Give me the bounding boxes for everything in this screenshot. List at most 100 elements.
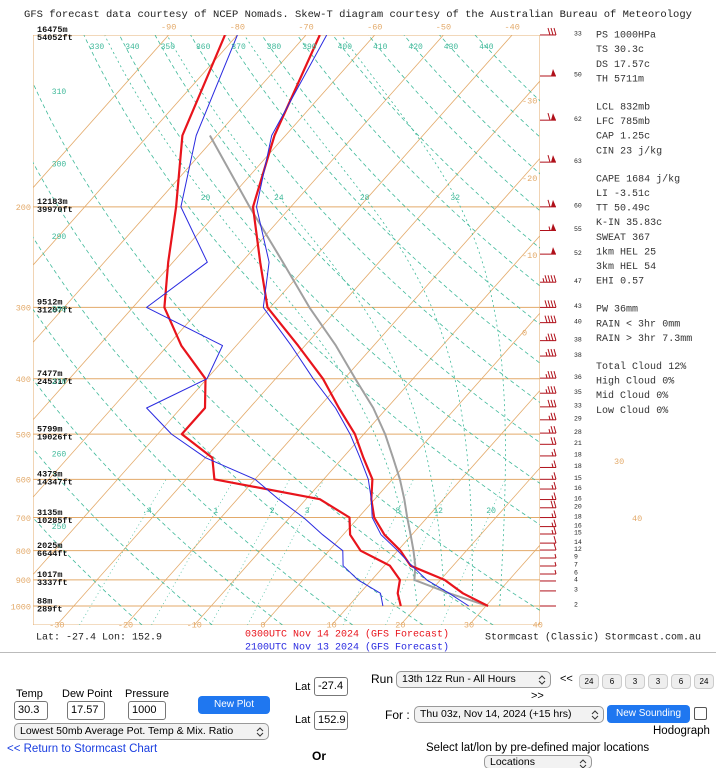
wind-speed-label: 9 [574, 554, 578, 561]
barb-half [554, 569, 557, 575]
pressure-label: 500 [16, 430, 31, 440]
wind-barb [540, 437, 557, 445]
method-select[interactable]: Lowest 50mb Average Pot. Temp & Mix. Rat… [14, 723, 269, 740]
barb-feather [547, 399, 551, 408]
theta-label: 310 [52, 88, 67, 97]
step-button[interactable]: 24 [579, 674, 599, 689]
height-ft: 14347ft [37, 478, 73, 488]
wind-barb [540, 386, 557, 394]
pressure-input[interactable]: 1000 [128, 701, 166, 720]
theta-label: 270 [52, 378, 67, 387]
wind-speed-label: 2 [574, 602, 578, 609]
mixing-ratio-label: 3 [305, 507, 310, 516]
index-value: 23 j/kg [620, 145, 662, 157]
pressure-label: 300 [16, 304, 31, 314]
wind-speed-label: 29 [574, 416, 582, 423]
step-button[interactable]: 3 [625, 674, 645, 689]
index-value: 832mb [620, 102, 650, 114]
index-label: 1km HEL [596, 246, 638, 258]
wind-speed-label: 6 [574, 570, 578, 577]
step-button[interactable]: 24 [694, 674, 714, 689]
wind-barb [540, 199, 556, 208]
wind-speed-label: 38 [574, 336, 582, 343]
barb-feather [553, 460, 557, 468]
lon-input[interactable]: 152.9 [314, 711, 348, 730]
return-link[interactable]: << Return to Stormcast Chart [7, 743, 158, 755]
index-label: K-IN [596, 218, 620, 229]
isotherm [400, 467, 540, 625]
mixing-ratio-line [79, 479, 167, 625]
new-sounding-button[interactable]: New Sounding [607, 705, 690, 723]
locations-select[interactable]: Locations [484, 755, 592, 768]
for-select[interactable]: Thu 03z, Nov 14, 2024 (+15 hrs) [414, 706, 604, 723]
moist-adiabat [244, 35, 473, 607]
barb-feather [553, 275, 557, 283]
mixing-ratio-label: .4 [142, 507, 152, 516]
barb-half [542, 278, 545, 283]
hodograph-checkbox[interactable] [694, 707, 707, 720]
dry-adiabat [33, 236, 424, 625]
parcel-curve [209, 135, 489, 607]
wind-speed-label: 33 [574, 31, 582, 38]
temp-label-right: -20 [522, 174, 537, 184]
index-value: 1684 j/kg [626, 173, 680, 185]
separator [0, 652, 716, 653]
temp-label-right: -10 [522, 251, 537, 261]
pressure-label: 200 [16, 203, 31, 213]
credit: Stormcast (Classic) Stormcast.com.au [485, 632, 701, 644]
wind-barb [540, 27, 557, 36]
locations-prompt: Select lat/lon by pre-defined major loca… [426, 742, 650, 754]
run-select[interactable]: 13th 12z Run - All Hours Available [396, 671, 551, 688]
temp-input[interactable]: 30.3 [14, 701, 48, 720]
dew-input[interactable]: 17.57 [67, 701, 105, 720]
temp-label-top: -80 [230, 22, 245, 32]
moist-adiabat [166, 35, 446, 607]
isotherm [33, 35, 513, 576]
index-value: 54 [644, 262, 656, 273]
barb-feather [547, 315, 551, 323]
barb-feather [553, 27, 557, 36]
theta-label: 340 [125, 43, 140, 52]
barb-feather [553, 526, 557, 535]
barb-half [545, 374, 548, 379]
wind-speed-label: 52 [574, 250, 582, 257]
theta-label: 360 [196, 43, 211, 52]
locations-text: Locations [490, 756, 535, 768]
temp-label-bottom: 30 [464, 620, 474, 630]
pressure-label: 600 [16, 476, 31, 486]
step-button[interactable]: 3 [648, 674, 668, 689]
height-ft: 19026ft [37, 432, 73, 442]
dry-adiabat [33, 448, 213, 625]
wind-speed-label: 12 [574, 546, 582, 553]
wind-speed-label: 40 [574, 318, 582, 325]
index-value: 7.3mm [662, 334, 692, 345]
barb-feather [550, 399, 554, 408]
mixing-ratio-line [210, 479, 290, 625]
wind-speed-label: 63 [574, 158, 582, 165]
step-button[interactable]: 6 [602, 674, 622, 689]
hodograph-label: Hodograph [653, 725, 710, 737]
barb-feather [550, 315, 554, 323]
temp-label-bottom: 40 [533, 620, 543, 630]
index-value: 35.83c [626, 218, 662, 229]
run-label: Run [371, 672, 394, 686]
lat-input[interactable]: -27.4 [314, 677, 348, 696]
wind-speed-label: 4 [574, 577, 578, 584]
wind-speed-label: 16 [574, 485, 582, 492]
index-value: 0% [656, 391, 668, 402]
wind-speed-label: 55 [574, 226, 582, 233]
forward-link[interactable]: >> [531, 690, 544, 702]
wind-speed-label: 33 [574, 403, 582, 410]
wind-speed-label: 28 [574, 429, 582, 436]
wind-barb [540, 460, 557, 468]
back-link[interactable]: << [560, 673, 573, 685]
new-plot-button[interactable]: New Plot [198, 696, 270, 714]
index-label: PW [596, 305, 608, 316]
run-text: 13th 12z Run - All Hours Available [402, 673, 516, 685]
step-button[interactable]: 6 [671, 674, 691, 689]
wind-speed-label: 35 [574, 389, 582, 396]
barb-feather [547, 386, 551, 394]
wind-speed-label: 50 [574, 72, 582, 79]
temp-label: Temp [16, 688, 43, 700]
wind-barb [540, 69, 556, 77]
